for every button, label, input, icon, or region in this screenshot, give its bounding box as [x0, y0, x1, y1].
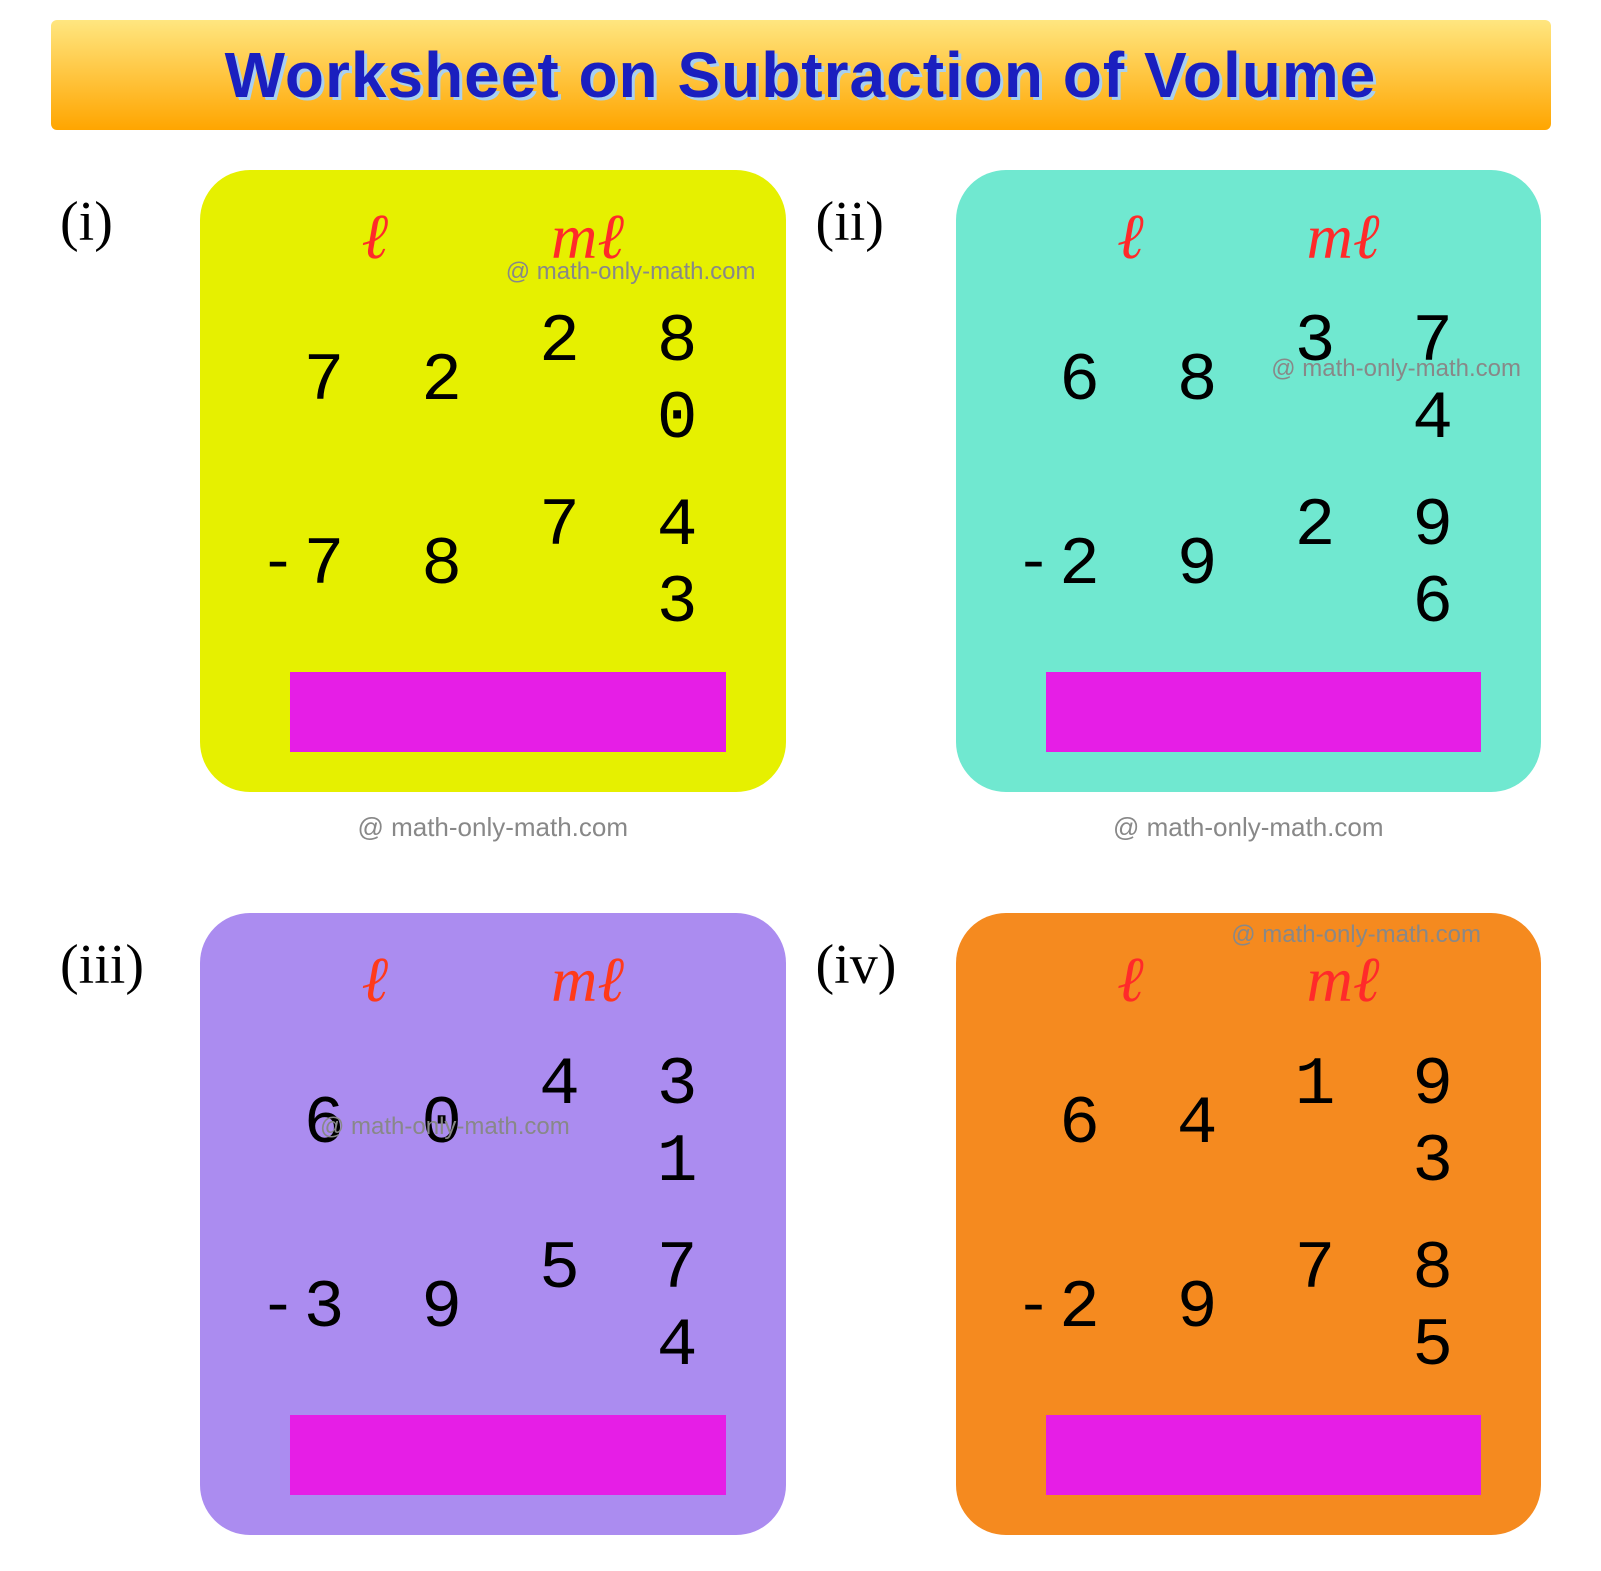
watermark-text: @ math-only-math.com — [506, 258, 756, 286]
minus-operator: - — [1016, 531, 1056, 599]
milliliters-value: 1 9 3 — [1236, 1047, 1502, 1201]
liters-value: 3 9 — [300, 1270, 480, 1347]
watermark-text: @ math-only-math.com — [816, 812, 1542, 843]
milliliters-header: mℓ — [551, 943, 624, 1017]
watermark-text: @ math-only-math.com — [60, 812, 786, 843]
problem-cell: (i) @ math-only-math.com ℓ mℓ 7 2 2 8 0 … — [60, 170, 786, 792]
problem-card: @ math-only-math.com ℓ mℓ 7 2 2 8 0 - 7 … — [200, 170, 786, 792]
answer-box — [1046, 672, 1482, 752]
subtrahend-row: - 3 9 5 7 4 — [240, 1231, 746, 1385]
watermark-text: @ math-only-math.com — [320, 1113, 570, 1141]
milliliters-value: 7 8 5 — [1236, 1231, 1502, 1385]
unit-headers: ℓ mℓ — [996, 200, 1502, 274]
problem-card: @ math-only-math.com ℓ mℓ 6 4 1 9 3 - 2 … — [956, 913, 1542, 1535]
liters-value: 7 2 — [300, 343, 480, 420]
answer-box — [290, 672, 726, 752]
liters-value: 7 8 — [300, 527, 480, 604]
problem-cell: (iii) @ math-only-math.com ℓ mℓ 6 0 4 3 … — [60, 913, 786, 1535]
liters-header: ℓ — [1117, 200, 1144, 274]
liters-header: ℓ — [1117, 943, 1144, 1017]
problem-container: (iv) @ math-only-math.com ℓ mℓ 6 4 1 9 3… — [816, 913, 1542, 1535]
liters-value: 2 9 — [1056, 527, 1236, 604]
milliliters-value: 7 4 3 — [480, 488, 746, 642]
minus-operator: - — [1016, 1274, 1056, 1342]
problem-container: (ii) @ math-only-math.com ℓ mℓ 6 8 3 7 4… — [816, 170, 1542, 883]
worksheet-title: Worksheet on Subtraction of Volume — [51, 20, 1551, 130]
answer-box — [290, 1415, 726, 1495]
problem-marker: (ii) — [816, 170, 956, 254]
liters-header: ℓ — [361, 943, 388, 1017]
liters-value: 6 4 — [1056, 1086, 1236, 1163]
liters-value: 2 9 — [1056, 1270, 1236, 1347]
milliliters-value: 2 9 6 — [1236, 488, 1502, 642]
liters-value: 6 8 — [1056, 343, 1236, 420]
minus-operator: - — [260, 531, 300, 599]
problem-grid: (i) @ math-only-math.com ℓ mℓ 7 2 2 8 0 … — [20, 170, 1581, 1535]
problem-card: @ math-only-math.com ℓ mℓ 6 8 3 7 4 - 2 … — [956, 170, 1542, 792]
milliliters-value: 5 7 4 — [480, 1231, 746, 1385]
milliliters-value: 2 8 0 — [480, 304, 746, 458]
milliliters-header: mℓ — [1307, 943, 1380, 1017]
problem-cell: (ii) @ math-only-math.com ℓ mℓ 6 8 3 7 4… — [816, 170, 1542, 792]
unit-headers: ℓ mℓ — [240, 943, 746, 1017]
subtrahend-row: - 2 9 2 9 6 — [996, 488, 1502, 642]
minuend-row: 6 4 1 9 3 — [996, 1047, 1502, 1201]
minuend-row: 7 2 2 8 0 — [240, 304, 746, 458]
problem-card: @ math-only-math.com ℓ mℓ 6 0 4 3 1 - 3 … — [200, 913, 786, 1535]
milliliters-header: mℓ — [1307, 200, 1380, 274]
minus-operator: - — [260, 1274, 300, 1342]
subtrahend-row: - 7 8 7 4 3 — [240, 488, 746, 642]
problem-container: (i) @ math-only-math.com ℓ mℓ 7 2 2 8 0 … — [60, 170, 786, 883]
problem-cell: (iv) @ math-only-math.com ℓ mℓ 6 4 1 9 3… — [816, 913, 1542, 1535]
problem-marker: (i) — [60, 170, 200, 254]
watermark-text: @ math-only-math.com — [1271, 355, 1521, 383]
unit-headers: ℓ mℓ — [996, 943, 1502, 1017]
subtrahend-row: - 2 9 7 8 5 — [996, 1231, 1502, 1385]
answer-box — [1046, 1415, 1482, 1495]
watermark-text: @ math-only-math.com — [1231, 921, 1481, 949]
problem-container: (iii) @ math-only-math.com ℓ mℓ 6 0 4 3 … — [60, 913, 786, 1535]
problem-marker: (iii) — [60, 913, 200, 997]
problem-marker: (iv) — [816, 913, 956, 997]
title-text: Worksheet on Subtraction of Volume — [225, 39, 1377, 111]
liters-header: ℓ — [361, 200, 388, 274]
